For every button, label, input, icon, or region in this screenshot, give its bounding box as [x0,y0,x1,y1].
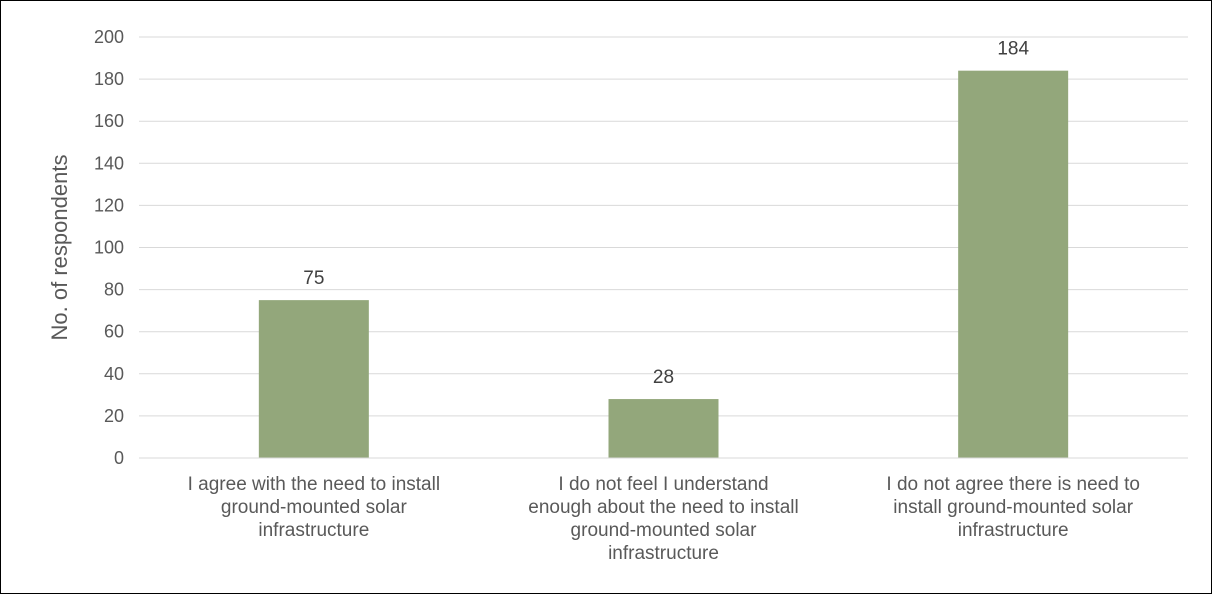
category-label: I do not feel I understand enough about t… [528,474,798,564]
y-axis-ticks: 0 20 40 60 80 100 120 140 160 180 200 [94,27,124,468]
y-tick-label: 60 [104,322,124,342]
data-label: 75 [303,268,324,289]
category-label: I do not agree there is need to install g… [886,474,1140,541]
y-axis-label: No. of respondents [47,155,72,341]
bar [958,70,1069,459]
bar [608,399,719,458]
y-tick-label: 100 [94,238,124,258]
y-tick-label: 200 [94,27,124,47]
y-tick-label: 160 [94,111,124,131]
y-tick-label: 0 [114,448,124,468]
category-labels: I agree with the need to install ground-m… [188,474,1140,564]
y-tick-label: 40 [104,364,124,384]
data-label: 28 [653,367,674,388]
y-tick-label: 80 [104,280,124,300]
y-tick-label: 140 [94,153,124,173]
category-label: I agree with the need to install ground-m… [188,474,440,541]
bars [258,70,1069,459]
y-tick-label: 180 [94,69,124,89]
y-tick-label: 120 [94,195,124,215]
data-label: 184 [997,39,1029,60]
y-tick-label: 20 [104,406,124,426]
bar [258,300,369,458]
data-labels: 75 28 184 [303,39,1029,388]
